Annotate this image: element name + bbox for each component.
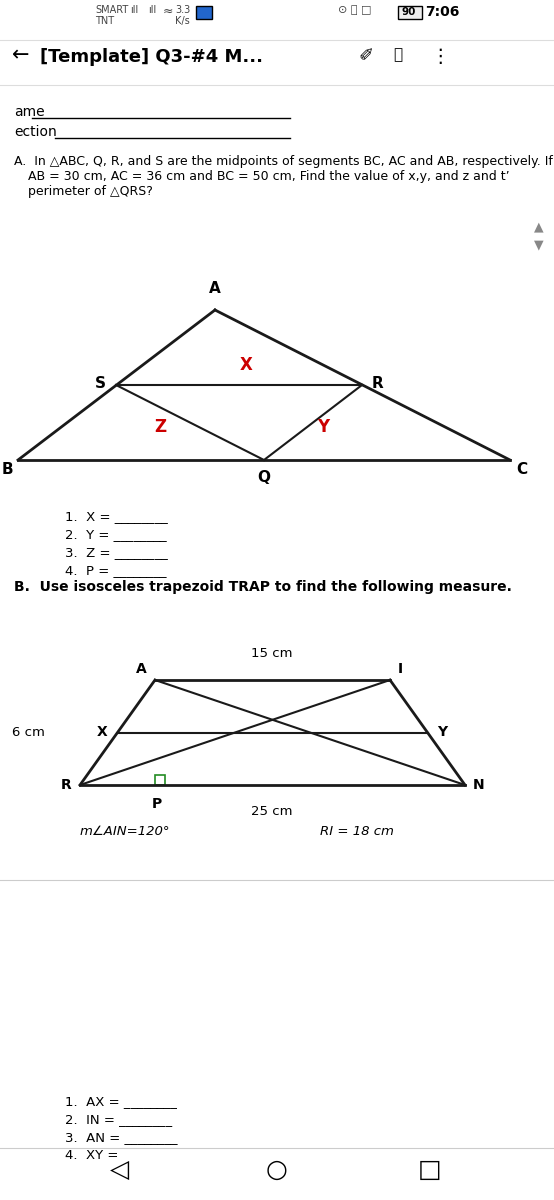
Text: 4.  XY =: 4. XY = xyxy=(65,1150,119,1162)
Text: ←: ← xyxy=(12,44,29,65)
Text: A.  In △ABC, Q, R, and S are the midpoints of segments BC, AC and AB, respective: A. In △ABC, Q, R, and S are the midpoint… xyxy=(14,155,553,168)
Text: A: A xyxy=(136,662,147,676)
Bar xyxy=(155,775,165,785)
Text: ection: ection xyxy=(14,125,57,139)
Text: 2.  Y = ________: 2. Y = ________ xyxy=(65,528,167,541)
Text: I: I xyxy=(398,662,403,676)
Text: [Template] Q3-#4 M...: [Template] Q3-#4 M... xyxy=(40,48,263,66)
Text: ⊙ ⏰ □: ⊙ ⏰ □ xyxy=(338,5,372,14)
Text: RI = 18 cm: RI = 18 cm xyxy=(320,826,394,838)
Text: Y: Y xyxy=(438,726,448,739)
Text: 4.  P = ________: 4. P = ________ xyxy=(65,564,167,577)
Text: ame: ame xyxy=(14,104,45,119)
Text: ✐: ✐ xyxy=(358,47,373,65)
Text: ⬜: ⬜ xyxy=(393,47,402,62)
Text: 25 cm: 25 cm xyxy=(252,805,293,818)
Bar xyxy=(398,6,422,19)
Text: ≈: ≈ xyxy=(163,5,173,18)
Text: perimeter of △QRS?: perimeter of △QRS? xyxy=(28,185,153,198)
Text: SMART: SMART xyxy=(95,5,128,14)
Text: 6 cm: 6 cm xyxy=(12,726,45,738)
Text: P: P xyxy=(152,797,162,811)
Text: AB = 30 cm, AC = 36 cm and BC = 50 cm, Find the value of x,y, and z and t’: AB = 30 cm, AC = 36 cm and BC = 50 cm, F… xyxy=(28,170,510,182)
Text: A: A xyxy=(209,281,221,296)
Text: 3.  Z = ________: 3. Z = ________ xyxy=(65,546,168,559)
Text: X: X xyxy=(239,356,253,374)
Text: R: R xyxy=(61,778,72,792)
Text: 7:06: 7:06 xyxy=(425,5,459,19)
Text: K/s: K/s xyxy=(175,16,190,26)
Text: ⋮: ⋮ xyxy=(430,47,449,66)
Text: 3.3: 3.3 xyxy=(175,5,190,14)
Text: 90: 90 xyxy=(401,7,416,17)
Text: Y: Y xyxy=(317,418,329,436)
Text: 1.  AX = ________: 1. AX = ________ xyxy=(65,1094,177,1108)
Text: ▼: ▼ xyxy=(534,238,543,251)
Text: Z: Z xyxy=(154,418,166,436)
Text: m∠AIN=120°: m∠AIN=120° xyxy=(80,826,171,838)
Text: Q: Q xyxy=(258,470,270,485)
Text: 15 cm: 15 cm xyxy=(252,647,293,660)
Text: 3.  AN = ________: 3. AN = ________ xyxy=(65,1130,177,1144)
Text: TNT: TNT xyxy=(95,16,114,26)
Text: ıll: ıll xyxy=(130,5,138,14)
FancyBboxPatch shape xyxy=(196,6,212,19)
Text: N: N xyxy=(473,778,485,792)
Text: R: R xyxy=(372,376,384,390)
Text: ▲: ▲ xyxy=(534,220,543,233)
Text: B: B xyxy=(1,462,13,476)
Text: C: C xyxy=(516,462,527,476)
Text: 2.  IN = ________: 2. IN = ________ xyxy=(65,1114,172,1126)
Text: X: X xyxy=(97,726,107,739)
Text: ◁: ◁ xyxy=(110,1158,130,1182)
Text: ıll: ıll xyxy=(148,5,156,14)
Text: B.  Use isosceles trapezoid TRAP to find the following measure.: B. Use isosceles trapezoid TRAP to find … xyxy=(14,580,512,594)
Text: 1.  X = ________: 1. X = ________ xyxy=(65,510,168,523)
Text: ○: ○ xyxy=(266,1158,288,1182)
Text: S: S xyxy=(95,376,106,390)
Text: □: □ xyxy=(418,1158,442,1182)
